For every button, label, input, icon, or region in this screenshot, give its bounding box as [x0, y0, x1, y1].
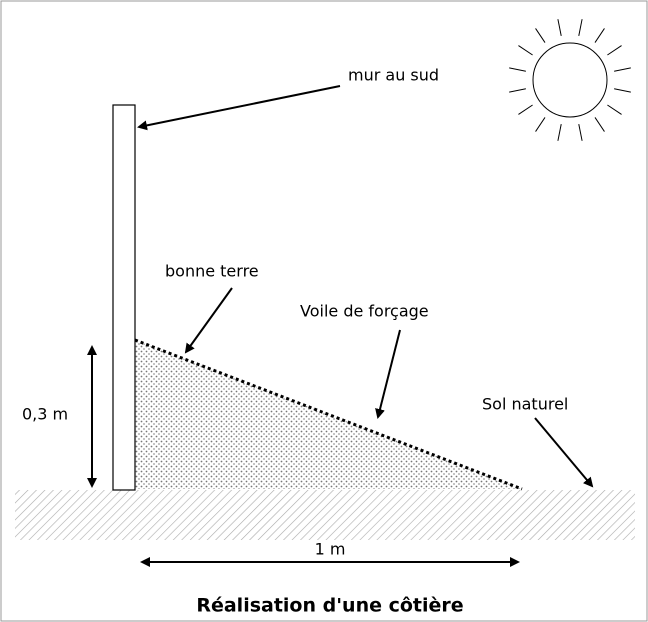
arrows — [87, 85, 594, 567]
sun-ray — [509, 67, 526, 72]
sun — [509, 19, 631, 141]
sun-ray — [518, 104, 533, 115]
sun-ray — [607, 45, 622, 56]
sun-ray — [594, 117, 605, 132]
ground — [15, 490, 635, 540]
wall-label: mur au sud — [348, 66, 439, 85]
sun-ray — [614, 88, 631, 93]
sun-ray — [518, 45, 533, 56]
ground-label: Sol naturel — [482, 395, 568, 414]
title: Réalisation d'une côtière — [196, 595, 463, 617]
height-label: 0,3 m — [22, 405, 68, 424]
sun-ray — [509, 88, 526, 93]
sun-ray — [557, 19, 562, 36]
sun-ray — [607, 104, 622, 115]
sun-ray — [614, 67, 631, 72]
sun-ray — [557, 124, 562, 141]
sun-ray — [535, 28, 546, 43]
sun-ray — [594, 28, 605, 43]
width-label: 1 m — [315, 540, 346, 559]
soil-label: bonne terre — [165, 262, 259, 281]
sun-ray — [578, 19, 583, 36]
wall — [112, 104, 136, 491]
veil-label: Voile de forçage — [300, 302, 429, 321]
sun-ray — [535, 117, 546, 132]
sun-ray — [578, 124, 583, 141]
